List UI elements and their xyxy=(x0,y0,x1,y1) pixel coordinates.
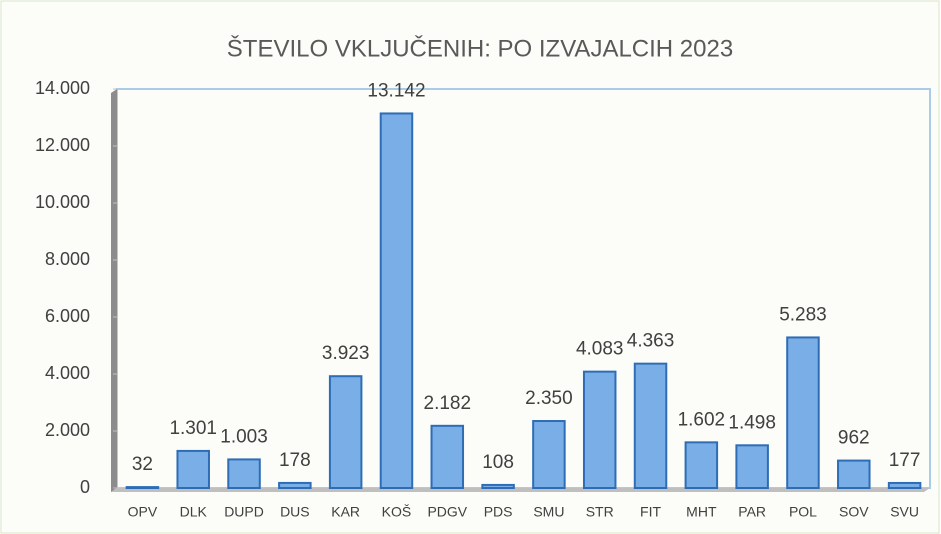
data-label: 3.923 xyxy=(322,343,370,364)
x-tick-label: KOŠ xyxy=(382,504,412,520)
x-tick-label: SOV xyxy=(839,504,869,520)
y-tick-label: 4.000 xyxy=(45,363,90,383)
data-label: 1.003 xyxy=(220,426,268,447)
chart-title: ŠTEVILO VKLJUČENIH: PO IZVAJALCIH 2023 xyxy=(227,34,733,62)
data-label: 13.142 xyxy=(367,80,425,101)
x-tick-label: FIT xyxy=(640,504,661,520)
x-tick-label: DLK xyxy=(180,504,208,520)
y-tick-label: 6.000 xyxy=(45,306,90,326)
data-label: 5.283 xyxy=(779,304,827,325)
data-label: 178 xyxy=(279,450,311,471)
bar xyxy=(430,424,465,489)
data-label: 4.363 xyxy=(627,331,675,352)
bar xyxy=(786,336,820,490)
x-tick-label: SVU xyxy=(890,504,919,520)
y-tick-label: 0 xyxy=(80,477,90,497)
bar xyxy=(837,459,871,490)
x-tick-label: MHT xyxy=(686,504,717,520)
x-tick-label: DUPD xyxy=(224,504,264,520)
data-label: 4.083 xyxy=(576,339,624,360)
x-tick-label: PDS xyxy=(484,504,513,520)
x-tick-label: SMU xyxy=(533,504,564,520)
bar xyxy=(633,362,668,490)
bar xyxy=(887,481,922,490)
data-label: 1.602 xyxy=(678,409,726,430)
bar xyxy=(532,420,566,489)
x-tick-label: STR xyxy=(586,504,614,520)
bar xyxy=(379,112,414,489)
bar xyxy=(176,449,210,490)
data-label: 177 xyxy=(889,450,921,471)
data-label: 1.498 xyxy=(728,412,776,433)
x-tick-label: OPV xyxy=(128,504,158,520)
data-label: 108 xyxy=(482,452,514,473)
bar xyxy=(582,370,617,489)
side-wall xyxy=(111,89,117,492)
data-label: 962 xyxy=(838,428,870,449)
bar xyxy=(278,481,312,490)
data-label: 2.350 xyxy=(525,388,573,409)
x-tick-label: KAR xyxy=(331,504,360,520)
bar xyxy=(684,441,719,489)
x-tick-label: PDGV xyxy=(427,504,467,520)
data-label: 32 xyxy=(132,454,153,475)
data-label: 2.182 xyxy=(424,393,472,414)
y-tick-label: 8.000 xyxy=(45,249,90,269)
x-tick-label: PAR xyxy=(738,504,766,520)
x-tick-label: DUS xyxy=(280,504,310,520)
y-tick-label: 14.000 xyxy=(35,78,90,98)
y-tick-label: 2.000 xyxy=(45,420,90,440)
bar xyxy=(481,483,515,489)
bar xyxy=(227,458,261,489)
bar xyxy=(735,444,769,490)
bar xyxy=(328,375,363,489)
y-tick-label: 10.000 xyxy=(35,192,90,212)
x-tick-label: POL xyxy=(789,504,817,520)
y-tick-label: 12.000 xyxy=(35,135,90,155)
data-label: 1.301 xyxy=(169,418,217,439)
floor xyxy=(111,488,930,492)
bar xyxy=(125,486,160,490)
